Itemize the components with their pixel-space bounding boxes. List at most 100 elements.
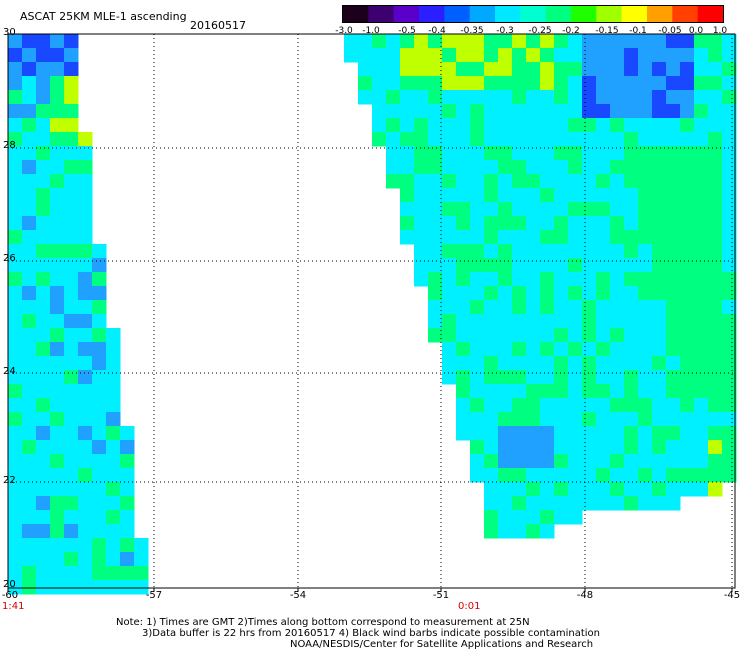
wind-cell: [358, 76, 373, 91]
wind-cell: [526, 34, 541, 49]
wind-cell: [470, 202, 485, 217]
wind-cell: [652, 244, 667, 259]
wind-cell: [414, 202, 429, 217]
wind-cell: [36, 552, 51, 567]
wind-cell: [8, 118, 23, 133]
wind-cell: [610, 76, 625, 91]
wind-cell: [470, 104, 485, 119]
wind-cell: [470, 468, 485, 483]
wind-cell: [540, 314, 555, 329]
wind-cell: [64, 356, 79, 371]
wind-cell: [78, 314, 93, 329]
colorbar-label: -0.3: [496, 26, 514, 36]
wind-cell: [484, 356, 499, 371]
wind-cell: [78, 454, 93, 469]
wind-cell: [526, 62, 541, 77]
wind-cell: [442, 90, 457, 105]
wind-cell: [568, 202, 583, 217]
wind-cell: [624, 272, 639, 287]
colorbar-swatch: [419, 6, 445, 22]
wind-cell: [582, 244, 597, 259]
wind-cell: [652, 286, 667, 301]
wind-cell: [36, 76, 51, 91]
wind-cell: [456, 188, 471, 203]
wind-cell: [568, 188, 583, 203]
wind-cell: [400, 48, 415, 63]
wind-cell: [666, 440, 681, 455]
wind-cell: [92, 510, 107, 525]
wind-cell: [666, 34, 681, 49]
wind-cell: [50, 104, 65, 119]
wind-cell: [498, 286, 513, 301]
wind-cell: [400, 202, 415, 217]
wind-cell: [470, 384, 485, 399]
wind-cell: [694, 426, 709, 441]
wind-cell: [36, 496, 51, 511]
wind-cell: [568, 482, 583, 497]
wind-cell: [498, 146, 513, 161]
wind-cell: [400, 146, 415, 161]
wind-cell: [50, 118, 65, 133]
wind-cell: [680, 90, 695, 105]
wind-cell: [722, 300, 737, 315]
wind-cell: [638, 258, 653, 273]
wind-cell: [610, 132, 625, 147]
wind-cell: [64, 454, 79, 469]
wind-cell: [36, 356, 51, 371]
wind-cell: [484, 244, 499, 259]
wind-cell: [680, 412, 695, 427]
colorbar-swatch: [647, 6, 673, 22]
wind-cell: [442, 244, 457, 259]
wind-cell: [442, 202, 457, 217]
wind-cell: [456, 62, 471, 77]
wind-cell: [106, 384, 121, 399]
wind-cell: [92, 300, 107, 315]
wind-cell: [708, 482, 723, 497]
wind-cell: [652, 146, 667, 161]
wind-cell: [722, 188, 737, 203]
wind-cell: [596, 34, 611, 49]
wind-cell: [400, 76, 415, 91]
wind-cell: [526, 48, 541, 63]
wind-cell: [78, 566, 93, 581]
wind-cell: [694, 314, 709, 329]
wind-cell: [624, 132, 639, 147]
wind-cell: [92, 384, 107, 399]
wind-cell: [456, 160, 471, 175]
wind-cell: [568, 454, 583, 469]
wind-cell: [442, 160, 457, 175]
wind-cell: [484, 76, 499, 91]
wind-cell: [400, 90, 415, 105]
wind-cell: [680, 104, 695, 119]
wind-cell: [680, 454, 695, 469]
wind-cell: [8, 356, 23, 371]
wind-cell: [554, 258, 569, 273]
wind-cell: [652, 342, 667, 357]
wind-cell: [8, 482, 23, 497]
wind-cell: [428, 160, 443, 175]
wind-cell: [78, 300, 93, 315]
wind-cell: [624, 286, 639, 301]
wind-cell: [582, 496, 597, 511]
wind-cell: [526, 202, 541, 217]
wind-cell: [666, 62, 681, 77]
wind-cell: [610, 118, 625, 133]
wind-cell: [512, 496, 527, 511]
wind-cell: [484, 216, 499, 231]
wind-cell: [498, 188, 513, 203]
wind-cell: [50, 552, 65, 567]
wind-cell: [512, 104, 527, 119]
wind-cell: [414, 258, 429, 273]
wind-cell: [36, 384, 51, 399]
lat-tick-label: 28: [3, 140, 16, 151]
wind-cell: [624, 188, 639, 203]
wind-cell: [78, 412, 93, 427]
wind-cell: [106, 552, 121, 567]
wind-cell: [708, 342, 723, 357]
lat-tick-label: 20: [3, 579, 16, 590]
wind-cell: [638, 188, 653, 203]
wind-cell: [50, 524, 65, 539]
wind-cell: [36, 482, 51, 497]
wind-cell: [722, 468, 737, 483]
wind-cell: [722, 370, 737, 385]
